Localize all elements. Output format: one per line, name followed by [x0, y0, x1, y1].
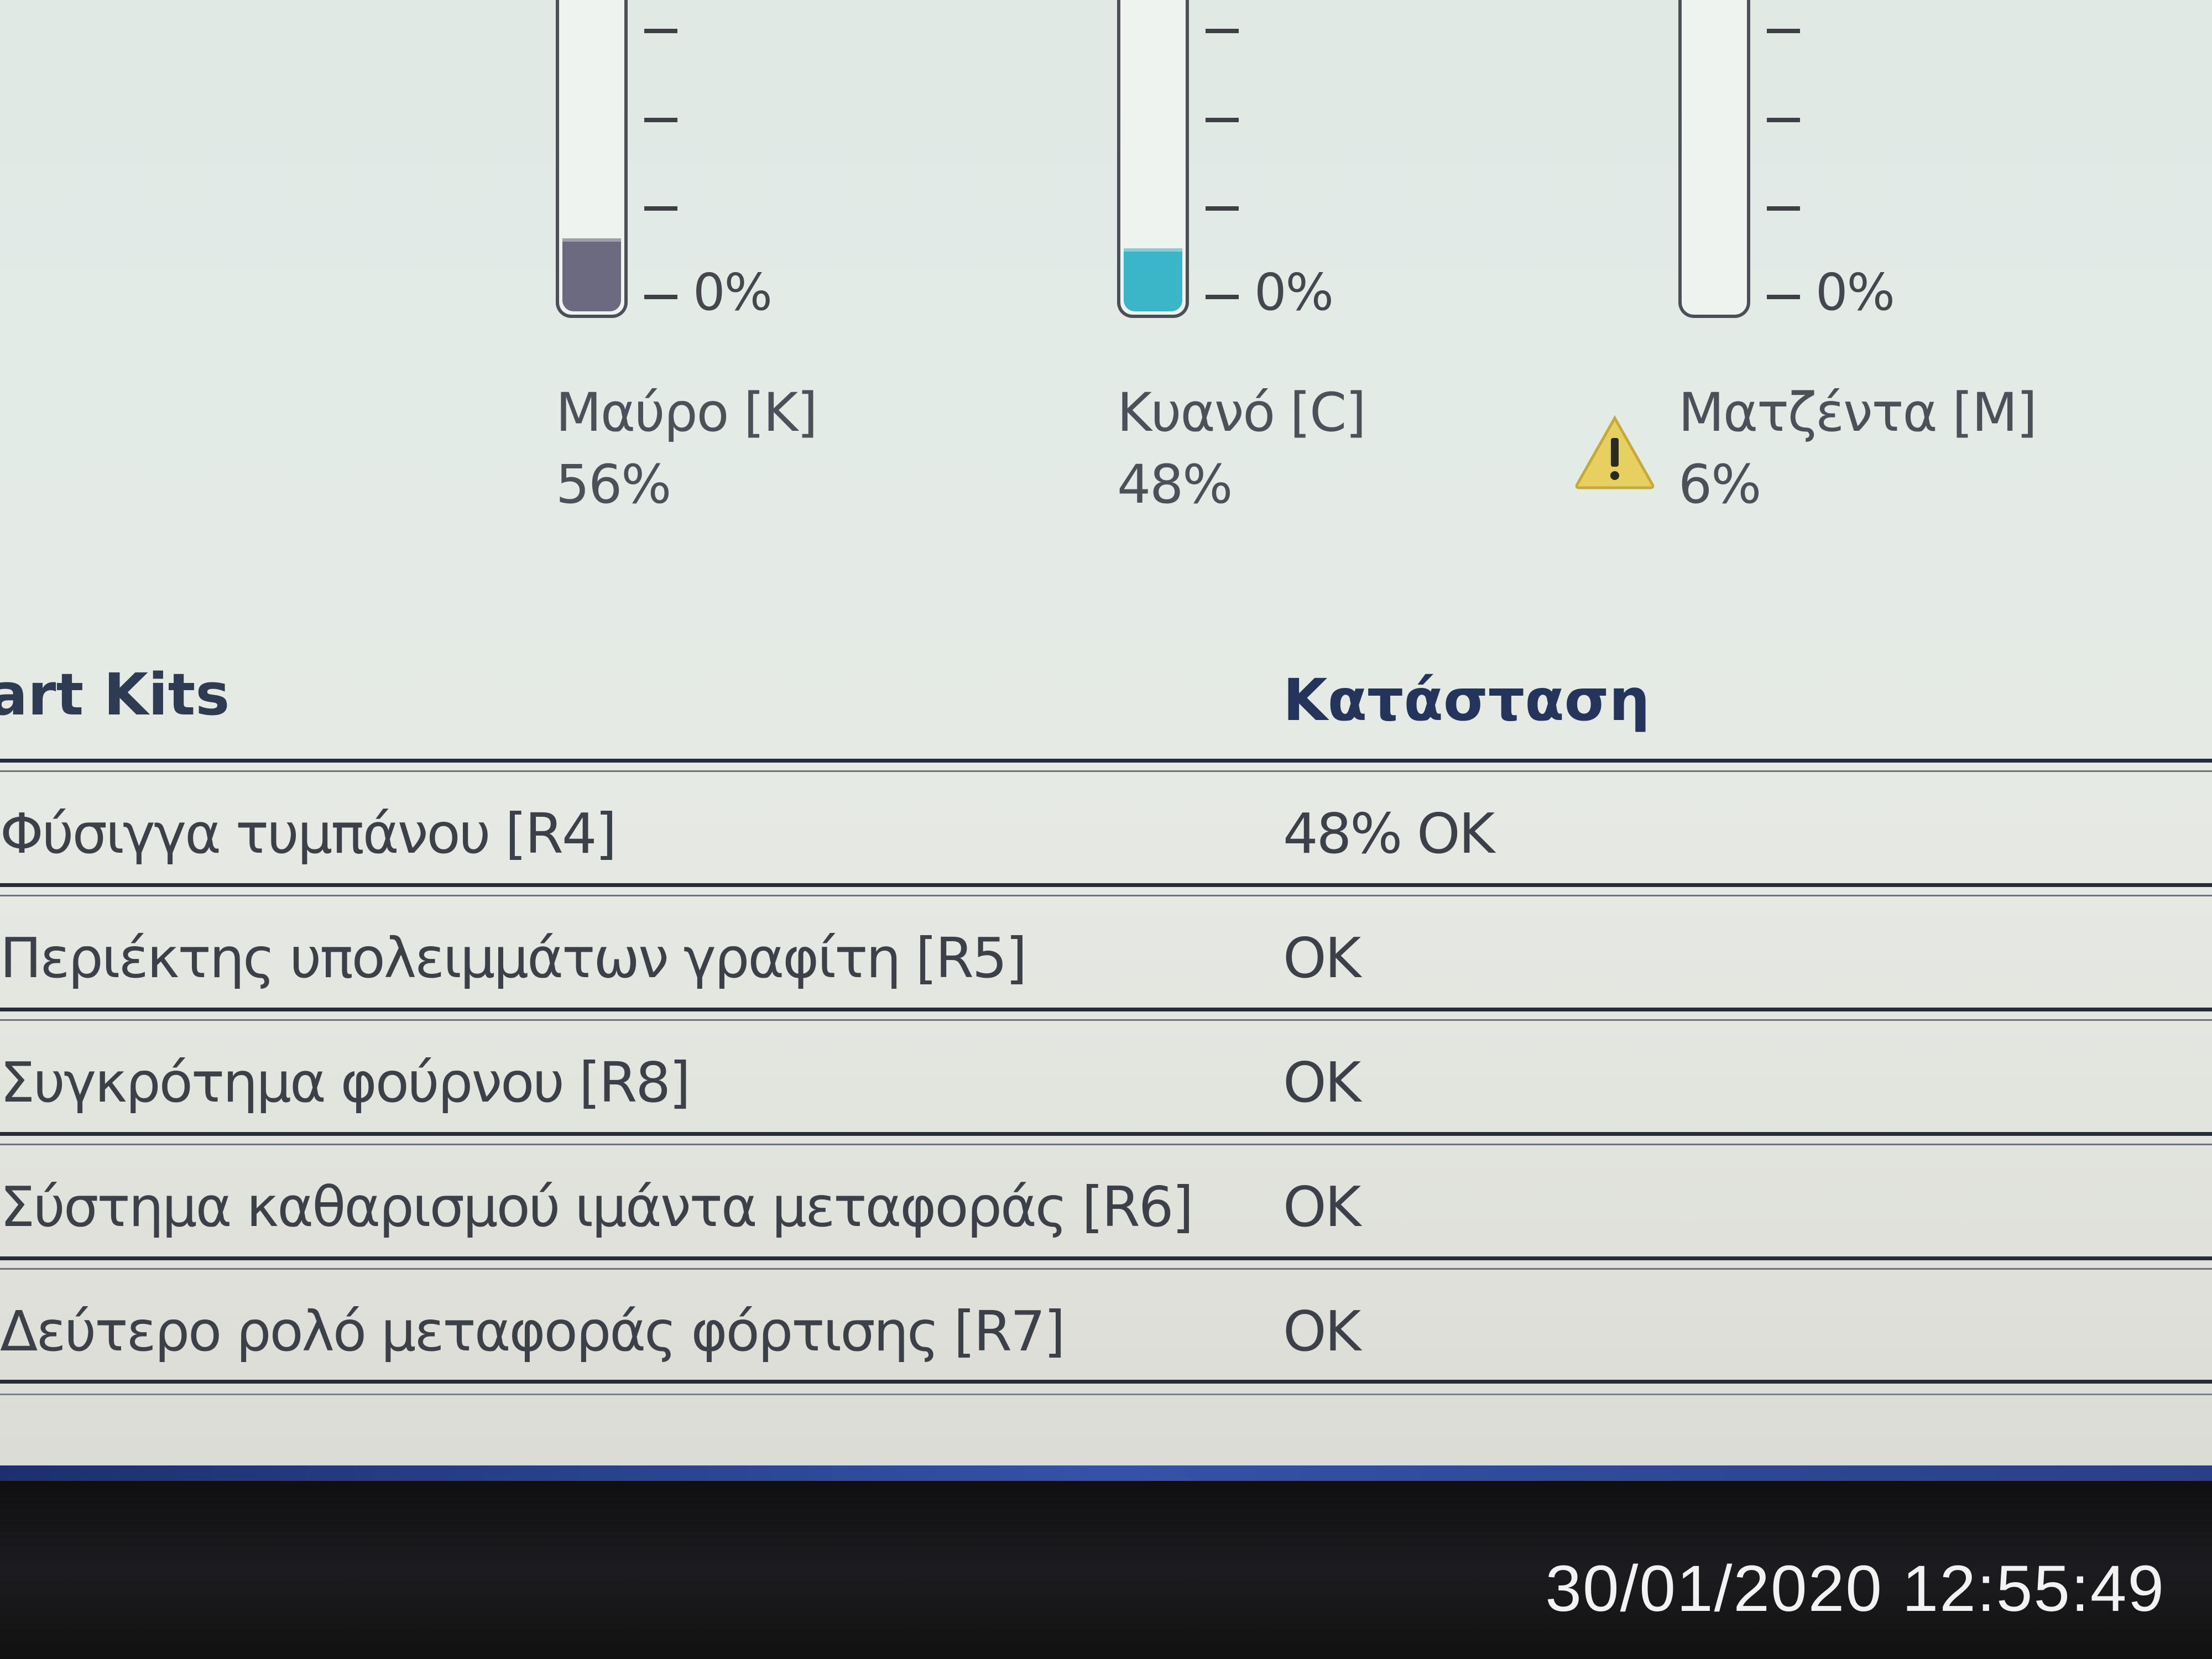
warning-triangle-icon [1575, 415, 1655, 489]
window-bottom-edge [0, 1465, 2212, 1481]
row-status: OK [1283, 926, 1361, 990]
monitor-bezel [0, 1481, 2212, 1659]
black-level-tube [556, 0, 628, 318]
table-row: Συγκρότημα φούρνου [R8] OK [0, 1008, 2212, 1126]
table-row: Φύσιγγα τυμπάνου [R4] 48% OK [0, 759, 2212, 878]
row-name: Συγκρότημα φούρνου [R8] [0, 1050, 691, 1115]
tick [644, 118, 677, 122]
magenta-zero-label: 0% [1815, 263, 1895, 322]
table-row: Σύστημα καθαρισμού ιμάντα μεταφοράς [R6]… [0, 1132, 2212, 1251]
tick [1206, 29, 1239, 33]
photo-timestamp: 30/01/2020 12:55:49 [1545, 1552, 2165, 1625]
black-level-fill [562, 238, 621, 311]
column-header-kits: art Kits [0, 661, 230, 728]
table-bottom-border [0, 1380, 2212, 1384]
row-status: OK [1283, 1050, 1361, 1115]
black-name: Μαύρο [K] [556, 382, 818, 444]
cyan-name: Κυανό [C] [1117, 382, 1366, 444]
tick [1206, 206, 1239, 211]
cyan-level-tube [1117, 0, 1189, 318]
row-status: OK [1283, 1299, 1361, 1364]
screen: 0% Μαύρο [K] 56% 0% Κυανό [C] 48% 0% Ματ… [0, 0, 2212, 1465]
table-header: art Kits Κατάσταση [0, 661, 2212, 763]
tick [644, 206, 677, 211]
row-name: Σύστημα καθαρισμού ιμάντα μεταφοράς [R6] [0, 1175, 1194, 1239]
row-name: Περιέκτης υπολειμμάτων γραφίτη [R5] [0, 926, 1027, 990]
cyan-percent: 48% [1117, 453, 1233, 515]
row-status: 48% OK [1283, 801, 1495, 866]
magenta-level-tube [1678, 0, 1750, 318]
tick [644, 29, 677, 33]
magenta-percent: 6% [1678, 453, 1761, 515]
black-percent: 56% [556, 453, 671, 515]
cyan-zero-label: 0% [1254, 263, 1334, 322]
row-name: Φύσιγγα τυμπάνου [R4] [0, 801, 617, 866]
tick [1206, 118, 1239, 122]
tick [1767, 206, 1800, 211]
row-name: Δεύτερο ρολό μεταφοράς φόρτισης [R7] [0, 1299, 1066, 1364]
magenta-name: Ματζέντα [M] [1678, 382, 2037, 444]
tick [1767, 118, 1800, 122]
table-row: Περιέκτης υπολειμμάτων γραφίτη [R5] OK [0, 883, 2212, 1002]
cyan-level-fill [1124, 248, 1182, 311]
tick [1767, 29, 1800, 33]
tick [644, 295, 677, 299]
tick [1767, 295, 1800, 299]
black-zero-label: 0% [693, 263, 773, 322]
column-header-status: Κατάσταση [1283, 666, 1650, 734]
table-bottom-line [0, 1394, 2212, 1395]
table-row: Δεύτερο ρολό μεταφοράς φόρτισης [R7] OK [0, 1256, 2212, 1375]
row-status: OK [1283, 1175, 1361, 1239]
tick [1206, 295, 1239, 299]
